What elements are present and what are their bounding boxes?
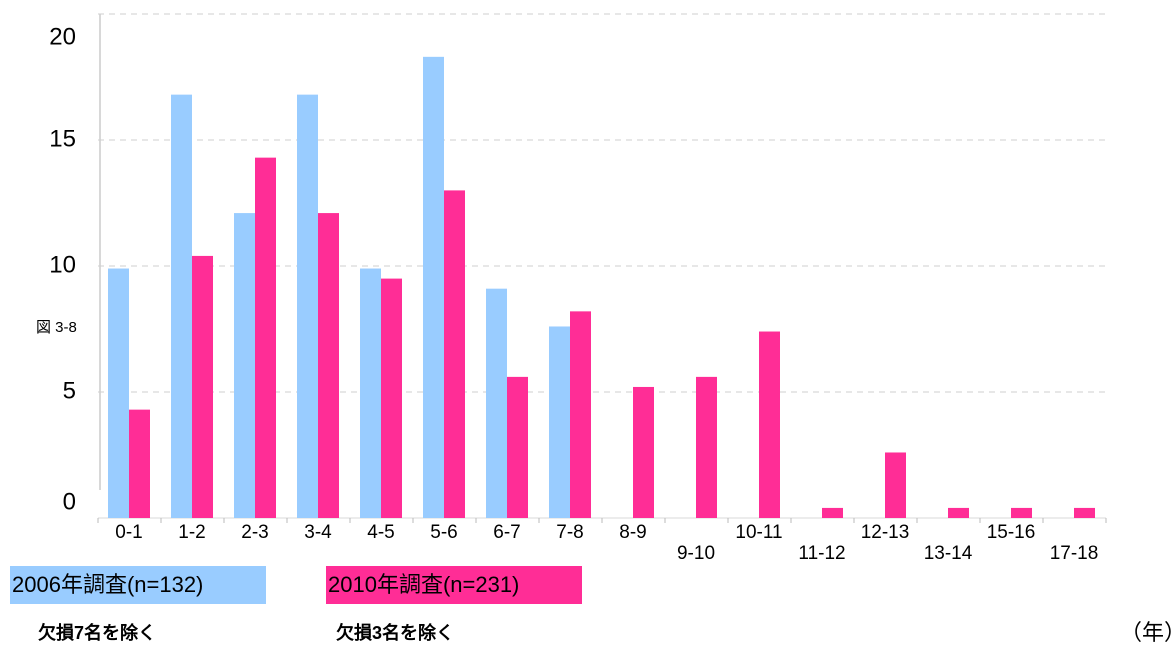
bar xyxy=(822,507,843,518)
bar xyxy=(1011,507,1032,518)
x-tick-label: 6-7 xyxy=(493,522,520,543)
x-tick-label: 5-6 xyxy=(430,522,457,543)
x-tick-label: 0-1 xyxy=(115,522,142,543)
legend-label: 2010年調査(n=231) xyxy=(328,572,519,597)
legend-swatch xyxy=(10,566,266,604)
bar xyxy=(570,311,591,518)
x-tick-label: 4-5 xyxy=(367,522,394,543)
bar xyxy=(444,190,465,518)
y-tick-label: 15 xyxy=(49,125,76,152)
bar xyxy=(381,278,402,518)
bar xyxy=(948,507,969,518)
bar xyxy=(549,326,570,518)
bar xyxy=(1074,507,1095,518)
bar xyxy=(234,213,255,518)
x-tick-label: 10-11 xyxy=(735,522,782,543)
bar xyxy=(297,94,318,518)
legend-swatch xyxy=(326,566,582,604)
bar xyxy=(192,255,213,519)
bar xyxy=(129,409,150,518)
x-tick-label: 12-13 xyxy=(861,522,910,543)
bar xyxy=(759,331,780,518)
bar xyxy=(360,268,381,518)
y-tick-label: 5 xyxy=(63,377,76,404)
y-tick-label: 20 xyxy=(49,23,76,50)
bar xyxy=(423,56,444,519)
x-unit: （年） xyxy=(1120,620,1171,645)
bar xyxy=(108,268,129,518)
x-tick-label: 2-3 xyxy=(241,522,268,543)
bar xyxy=(885,452,906,518)
y-tick-label: 10 xyxy=(49,251,76,278)
x-tick-label: 15-16 xyxy=(987,522,1036,543)
x-tick-label: 8-9 xyxy=(619,522,646,543)
legend-note: 欠損3名を除く xyxy=(336,622,454,643)
y-tick-label: 0 xyxy=(63,488,76,515)
figure-label: 図 3-8 xyxy=(36,319,77,336)
x-tick-label: 11-12 xyxy=(798,543,845,564)
bar xyxy=(486,288,507,518)
x-tick-label: 9-10 xyxy=(677,543,715,564)
x-tick-label: 3-4 xyxy=(304,522,332,543)
x-tick-label: 13-14 xyxy=(924,543,973,564)
x-tick-label: 1-2 xyxy=(178,522,205,543)
bar xyxy=(507,376,528,518)
bar xyxy=(318,213,339,518)
bar xyxy=(255,157,276,518)
bar xyxy=(696,376,717,518)
legend-label: 2006年調査(n=132) xyxy=(12,572,203,597)
x-tick-label: 17-18 xyxy=(1050,543,1099,564)
bar xyxy=(171,94,192,518)
legend-note: 欠損7名を除く xyxy=(38,622,156,643)
bar xyxy=(633,386,654,518)
x-tick-label: 7-8 xyxy=(556,522,583,543)
